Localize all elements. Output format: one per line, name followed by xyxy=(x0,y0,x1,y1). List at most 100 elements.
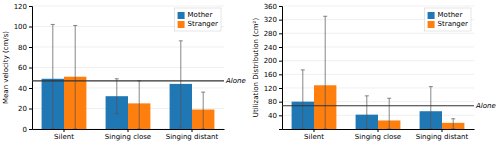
y-tick: 120 xyxy=(14,3,32,11)
y-tick: 40 xyxy=(18,85,32,93)
y-tick-mark xyxy=(29,27,32,28)
bar-series xyxy=(292,70,442,129)
y-tick-mark xyxy=(29,109,32,110)
error-bar xyxy=(51,24,55,129)
bar-series xyxy=(42,24,192,129)
y-tick-mark xyxy=(29,88,32,89)
x-tick: Silent xyxy=(304,129,324,141)
y-tick: 20 xyxy=(18,105,32,113)
y-tick: 320 xyxy=(264,16,282,24)
panel: 0 20 40 60 80 100 120 Silent Singing close Singin… xyxy=(2,3,246,141)
baseline-label: Alone xyxy=(475,102,496,110)
error-bar xyxy=(73,25,77,129)
x-tick-label: Silent xyxy=(304,133,324,141)
y-tick-mark xyxy=(279,74,282,75)
y-tick-mark xyxy=(279,88,282,89)
x-tick: Singing close xyxy=(105,129,151,141)
y-tick-label: 320 xyxy=(264,16,277,24)
y-tick: 0 xyxy=(23,126,32,134)
grid-line xyxy=(282,6,474,7)
y-tick-mark xyxy=(279,47,282,48)
y-tick-label: 40 xyxy=(18,85,27,93)
grid-line xyxy=(282,60,474,61)
legend-swatch xyxy=(178,21,185,28)
y-tick-mark xyxy=(279,102,282,103)
x-tick-label: Singing close xyxy=(355,133,401,141)
error-bar xyxy=(201,92,205,129)
y-tick-mark xyxy=(279,33,282,34)
bar-series xyxy=(64,25,214,129)
y-tick-mark xyxy=(29,68,32,69)
y-tick: 360 xyxy=(264,3,282,11)
legend-frame xyxy=(175,8,221,31)
x-tick-label: Singing distant xyxy=(166,133,219,141)
legend: MotherStranger xyxy=(175,8,221,31)
baseline-label: Alone xyxy=(225,77,246,85)
y-tick-label: 160 xyxy=(264,71,277,79)
baseline xyxy=(32,80,224,81)
panel: 40 80 120 160 200 240 280 320 360 Silent Singing c… xyxy=(252,3,496,141)
x-tick-label: Silent xyxy=(54,133,74,141)
grid-line xyxy=(32,67,224,68)
y-tick-label: 0 xyxy=(23,126,27,134)
legend-swatch xyxy=(428,12,435,19)
x-tick-mark xyxy=(442,129,443,132)
error-bar xyxy=(115,79,119,114)
grid-line xyxy=(282,74,474,75)
grid-line xyxy=(32,6,224,7)
legend: MotherStranger xyxy=(425,8,471,31)
x-tick-mark xyxy=(192,129,193,132)
x-tick-mark xyxy=(314,129,315,132)
y-tick: 60 xyxy=(18,64,32,72)
grid xyxy=(32,6,224,129)
x-axis: Silent Singing close Singing distant xyxy=(283,129,475,141)
y-tick: 100 xyxy=(14,23,32,31)
y-axis-title: Utilization Distribution (cm²) xyxy=(252,18,260,118)
grid-line xyxy=(282,33,474,34)
y-axis: 0 20 40 60 80 100 120 xyxy=(14,3,33,134)
y-tick: 80 xyxy=(268,98,282,106)
y-tick: 280 xyxy=(264,30,282,38)
x-tick-mark xyxy=(128,129,129,132)
legend-label: Mother xyxy=(188,11,213,19)
y-tick: 80 xyxy=(18,44,32,52)
baseline xyxy=(282,105,474,106)
y-tick-label: 40 xyxy=(268,112,277,120)
y-axis-line xyxy=(279,7,283,130)
legend-swatch xyxy=(178,12,185,19)
legend-label: Stranger xyxy=(438,20,469,28)
x-tick: Singing distant xyxy=(416,129,469,141)
y-tick-label: 240 xyxy=(264,44,277,52)
y-tick-mark xyxy=(29,47,32,48)
y-tick-label: 120 xyxy=(14,3,27,11)
x-axis: Silent Singing close Singing distant xyxy=(33,129,225,141)
y-axis: 40 80 120 160 200 240 280 320 360 xyxy=(264,3,283,130)
y-tick-label: 20 xyxy=(18,105,27,113)
grid-line xyxy=(32,47,224,48)
y-tick-label: 280 xyxy=(264,30,277,38)
bar-series xyxy=(314,16,464,129)
error-bar xyxy=(451,119,455,129)
y-tick-label: 120 xyxy=(264,85,277,93)
y-tick-label: 80 xyxy=(268,98,277,106)
y-tick-mark xyxy=(29,129,32,130)
y-tick-label: 360 xyxy=(264,3,277,11)
y-axis-line xyxy=(29,7,33,130)
grid-line xyxy=(282,88,474,89)
y-tick-mark xyxy=(29,6,32,7)
y-axis-title: Mean velocity (cm/s) xyxy=(2,31,10,104)
plot-area xyxy=(32,24,224,129)
y-tick-mark xyxy=(279,61,282,62)
y-tick-label: 100 xyxy=(14,23,27,31)
y-tick: 120 xyxy=(264,85,282,93)
error-bar xyxy=(323,16,327,129)
x-tick-label: Singing distant xyxy=(416,133,469,141)
y-tick: 160 xyxy=(264,71,282,79)
plot-area xyxy=(282,16,474,129)
legend-label: Stranger xyxy=(188,20,219,28)
y-tick-label: 200 xyxy=(264,57,277,65)
chart-svg: 0 20 40 60 80 100 120 Silent Singing close Singin… xyxy=(0,0,500,145)
error-bar xyxy=(365,96,369,129)
y-tick-label: 80 xyxy=(18,44,27,52)
x-tick-mark xyxy=(378,129,379,132)
